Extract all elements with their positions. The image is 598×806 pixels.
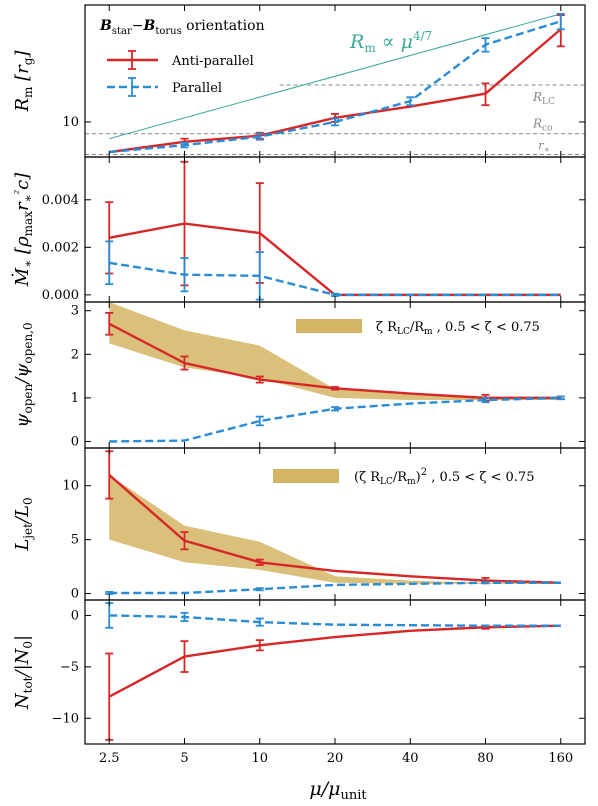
series-parallel-line [109,614,561,627]
panel-ljet: 0 5 10 Ljet/L0 [12,447,586,602]
ref-label-rco: Rco [532,117,553,134]
band-legend-psi: ζ RLC/Rm , 0.5 < ζ < 0.75 [296,319,540,337]
panel-ntot: −10 −5 0 Ntot/|N0| [12,599,586,745]
band-legend-ljet-text: (ζ RLC/Rm)2 , 0.5 < ζ < 0.75 [354,467,534,487]
y-tick-label: 0 [71,608,79,623]
x-tick-label: 160 [548,751,573,766]
x-tick-label: 40 [402,751,419,766]
panel-mdot: 0.000 0.002 0.004 Ṁ∗ [ρmaxr∗²c] [10,156,586,303]
series-parallel-line [109,261,561,297]
legend: Bstar−Btorus orientation Anti-parallel Par… [99,18,265,97]
x-tick-label: 10 [251,751,268,766]
legend-title: Bstar−Btorus orientation [99,18,265,37]
legend-label-parallel: Parallel [172,81,222,96]
y-tick-label: 2 [71,347,79,362]
y-tick-label: −10 [52,711,79,726]
y-tick-label: 10 [62,479,79,494]
y-axis-label-psi: ψopen/ψopen,0 [12,322,35,427]
series-antiparallel-line [109,222,561,297]
band-legend-ljet: (ζ RLC/Rm)2 , 0.5 < ζ < 0.75 [273,467,534,487]
x-tick-label: 5 [180,751,188,766]
y-axis-label-rm: Rm [rg] [12,50,35,113]
ref-label-rstar: r∗ [538,138,550,155]
y-axis-label-mdot: Ṁ∗ [ρmaxr∗²c] [10,172,35,288]
panel-rm: RLC Rco r∗ Rm ∝ μ4/7 10 Rm [rg] [12,4,586,158]
x-tick-label: 20 [327,751,344,766]
y-axis-label-ntot: Ntot/|N0| [12,635,35,710]
y-tick-label: 0 [71,587,79,602]
band-legend-psi-text: ζ RLC/Rm , 0.5 < ζ < 0.75 [376,320,540,337]
x-axis-ticks: 2.5 5 10 20 40 80 160 [99,751,573,766]
band-ljet [109,474,561,584]
y-tick-label: 0.002 [42,240,79,255]
x-tick-label: 80 [477,751,494,766]
band-legend-ljet-swatch [273,469,339,483]
y-tick-label: 1 [71,391,79,406]
y-tick-label: 0 [71,434,79,449]
y-tick-label: 0.004 [42,193,79,208]
axis-frame [84,156,586,303]
scaling-line [109,13,561,140]
y-tick-label: 0.000 [42,288,79,303]
legend-label-antiparallel: Anti-parallel [171,54,254,69]
axis-frame [84,599,586,745]
x-tick-label: 2.5 [99,751,120,766]
scaling-label: Rm ∝ μ4/7 [349,29,432,55]
series-parallel-line [109,396,561,443]
band-psi [109,302,561,401]
x-axis-label: μ/μunit [309,778,367,803]
y-tick-label: −5 [60,660,79,675]
panel-psi: 0 1 2 3 ψopen/ψopen,0 [12,301,586,449]
y-tick-label: 3 [71,304,79,319]
series-parallel-line [109,581,561,595]
y-tick-label: 10 [62,115,79,130]
series-antiparallel-line [108,624,561,698]
y-tick-label: 5 [71,533,79,548]
band-legend-psi-swatch [296,319,362,333]
ref-label-rlc: RLC [532,90,555,107]
y-axis-label-ljet: Ljet/L0 [12,497,35,551]
